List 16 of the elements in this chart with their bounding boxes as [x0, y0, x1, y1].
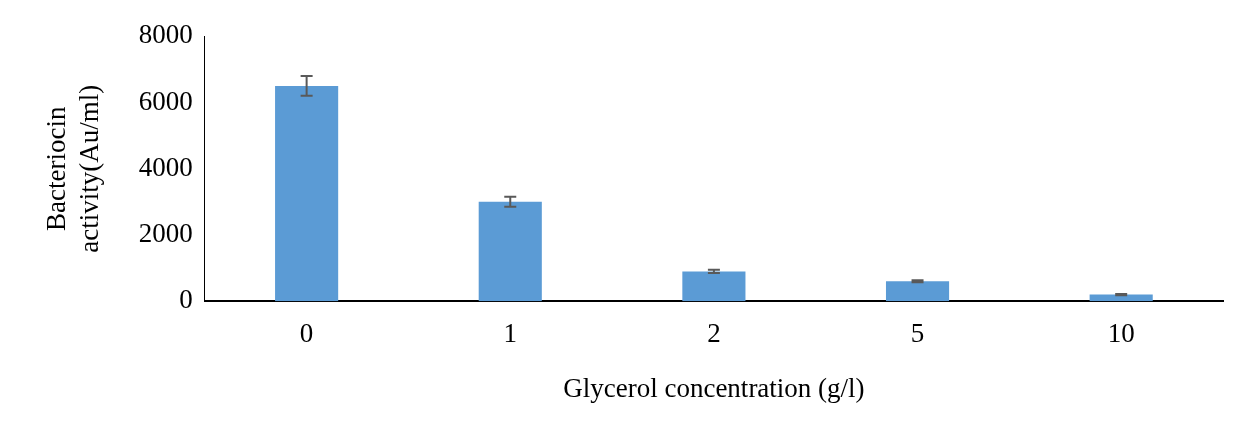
y-tick-label: 2000: [138, 218, 193, 249]
y-tick-label: 6000: [138, 85, 193, 116]
x-tick-label: 10: [1107, 318, 1135, 349]
y-axis-title: Bacteriocin activity(Au/ml): [41, 84, 104, 253]
x-tick-label: 0: [299, 318, 314, 349]
y-tick-label: 4000: [138, 151, 193, 182]
bar: [478, 201, 542, 302]
y-tick-label: 0: [179, 284, 193, 315]
x-tick-label: 5: [910, 318, 925, 349]
bar: [885, 281, 950, 302]
bar: [682, 271, 746, 302]
x-axis-title: Glycerol concentration (g/l): [563, 372, 865, 403]
x-tick-label: 2: [707, 318, 721, 349]
bar: [275, 85, 339, 302]
x-tick-label: 1: [503, 318, 518, 349]
y-tick-label: 8000: [138, 19, 193, 50]
